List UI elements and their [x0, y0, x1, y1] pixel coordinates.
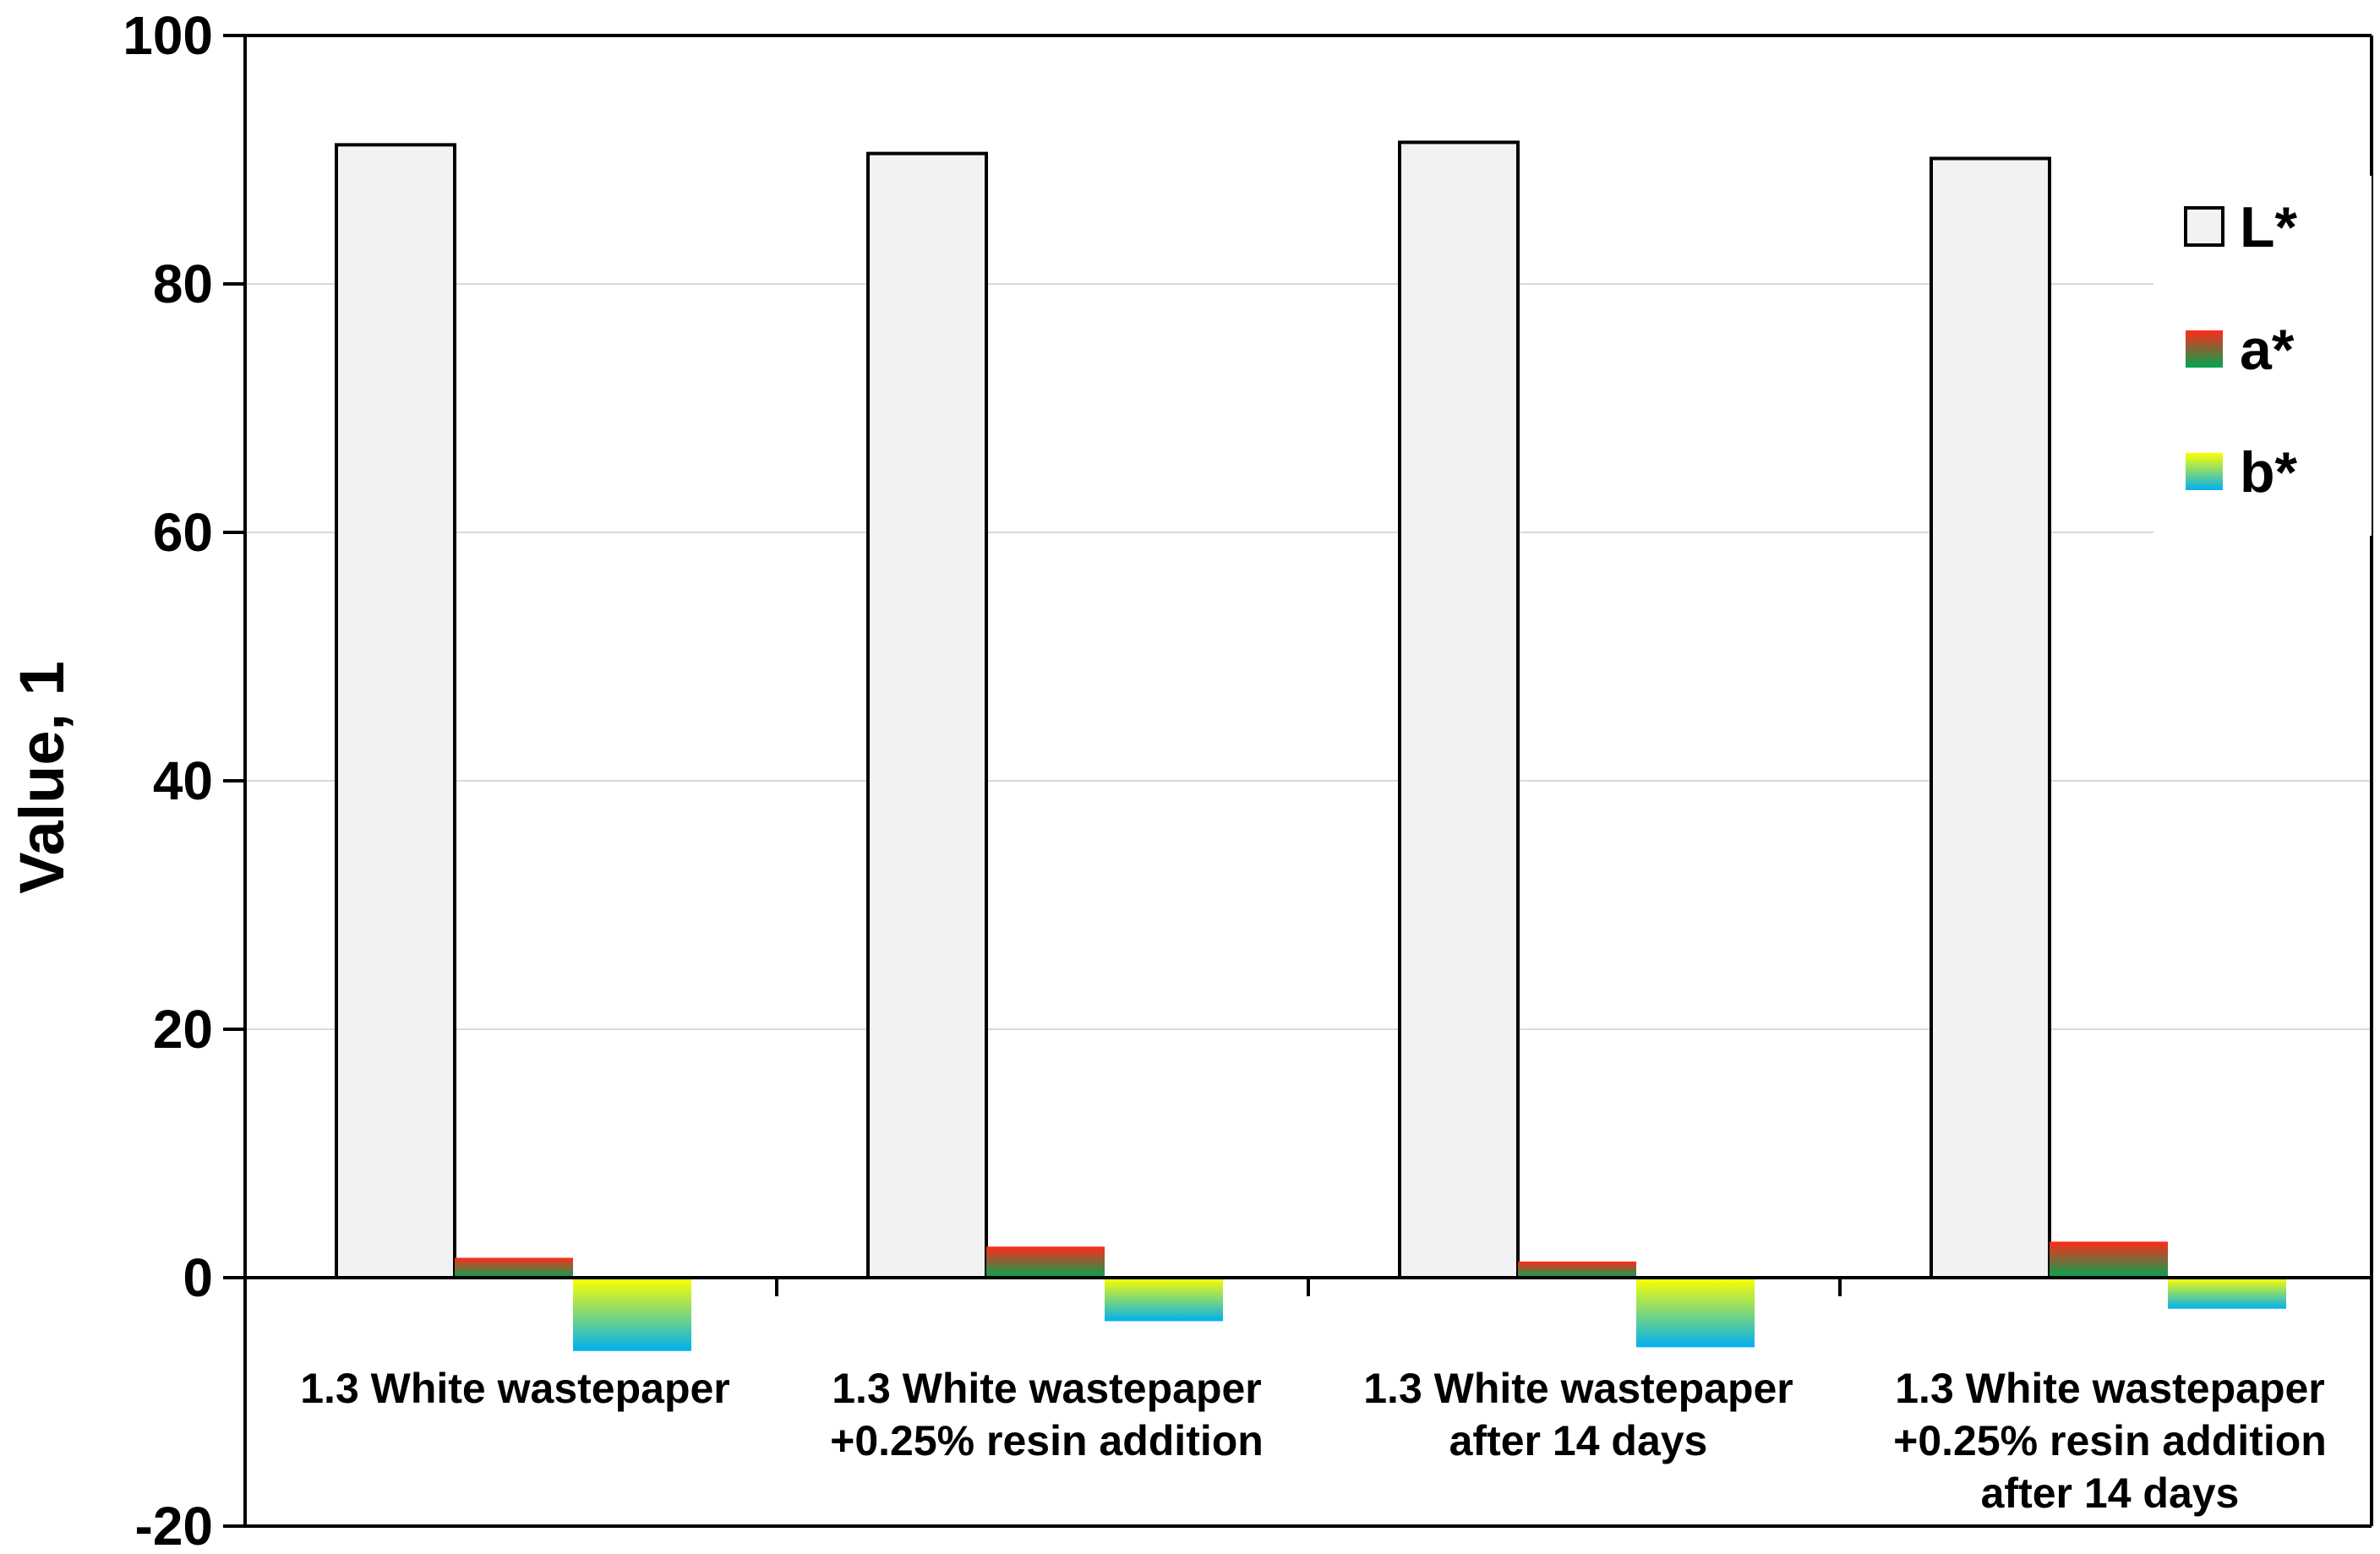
bar-L: [1930, 156, 2051, 1279]
legend-label: L*: [2240, 195, 2298, 259]
bar-b: [573, 1278, 691, 1351]
legend-swatch: [2184, 206, 2224, 247]
category-label: after 14 days: [1449, 1417, 1708, 1464]
category-label: 1.3 White wastepaper: [300, 1365, 730, 1412]
legend: L* a* b*: [2153, 176, 2372, 536]
bar-L: [1398, 140, 1520, 1279]
y-tick-label: 100: [123, 5, 213, 66]
category-label: after 14 days: [1981, 1469, 2240, 1517]
category-label: +0.25% resin addition: [830, 1417, 1264, 1464]
gridlines: [245, 283, 2372, 1030]
y-tick-label: 40: [153, 750, 213, 811]
y-tick-label: -20: [135, 1496, 214, 1554]
bars: [335, 140, 2286, 1351]
legend-label: a*: [2240, 318, 2295, 382]
y-tick-label: 20: [153, 999, 213, 1060]
bar-a: [986, 1246, 1105, 1278]
category-label: +0.25% resin addition: [1893, 1417, 2327, 1464]
legend-swatch: [2186, 453, 2223, 490]
bar-a: [2050, 1241, 2168, 1278]
y-tick-label: 80: [153, 254, 213, 314]
category-labels: 1.3 White wastepaper 1.3 White wastepaper…: [300, 1365, 2327, 1517]
bar-L: [335, 143, 456, 1280]
bar-b: [1636, 1278, 1755, 1348]
y-axis-title: Value, 1: [7, 661, 77, 894]
category-label: 1.3 White wastepaper: [1363, 1365, 1793, 1412]
bar-b: [1105, 1278, 1223, 1322]
bar-a: [1518, 1261, 1636, 1278]
legend-label: b*: [2240, 440, 2298, 504]
y-tick-labels: -20 0 20 40 60 80 100: [123, 5, 213, 1554]
legend-swatch: [2186, 330, 2223, 368]
bar-L: [866, 151, 988, 1279]
category-label: 1.3 White wastepaper: [1895, 1365, 2325, 1412]
bar-b: [2168, 1278, 2286, 1309]
bar-a: [455, 1257, 573, 1278]
category-label: 1.3 White wastepaper: [832, 1365, 1262, 1412]
y-tick-label: 0: [183, 1247, 213, 1308]
y-tick-label: 60: [153, 502, 213, 563]
